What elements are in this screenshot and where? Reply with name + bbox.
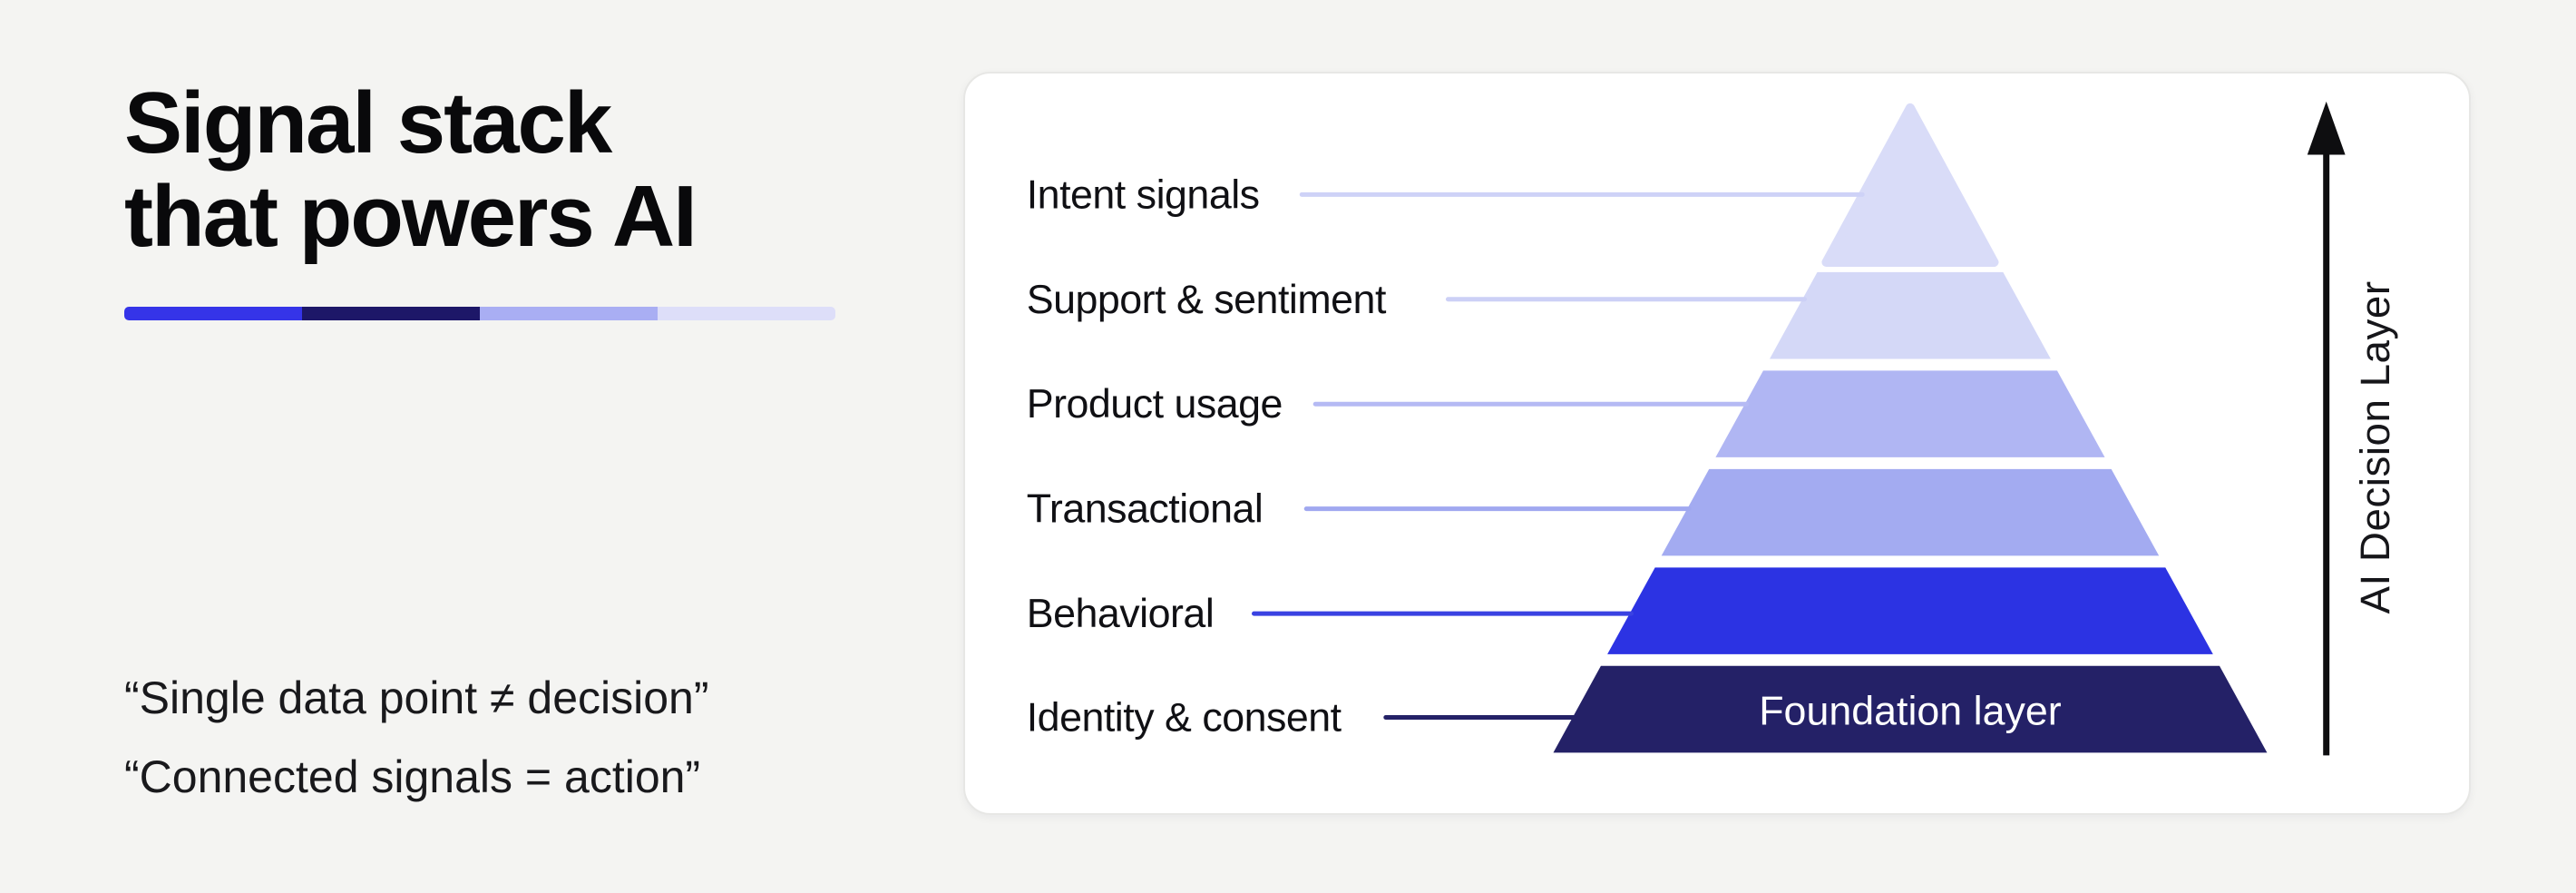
pyramid-diagram: Foundation layer Intent signals Support … — [1027, 101, 2398, 756]
accent-bar-svg — [124, 307, 835, 320]
quote-single-data-point: “Single data point ≠ decision” — [124, 672, 709, 723]
label-transactional: Transactional — [1027, 486, 1264, 532]
signal-stack-card: Foundation layer Intent signals Support … — [963, 72, 2471, 815]
pyramid-layer-identity — [1553, 665, 2268, 753]
label-product-usage: Product usage — [1027, 381, 1283, 427]
label-behavioral: Behavioral — [1027, 591, 1215, 636]
quotes-block: “Single data point ≠ decision” “Connecte… — [124, 659, 708, 817]
label-identity-consent: Identity & consent — [1027, 695, 1342, 741]
pyramid-layer-product — [1715, 370, 2105, 457]
accent-segment-4 — [658, 307, 835, 320]
pyramid-layer-transactional — [1661, 468, 2160, 556]
page-title-line1: Signal stack — [124, 74, 612, 172]
accent-segment-1 — [124, 307, 302, 320]
label-support-sentiment: Support & sentiment — [1027, 277, 1387, 322]
quote-connected-signals: “Connected signals = action” — [124, 751, 701, 802]
label-intent-signals: Intent signals — [1027, 172, 1260, 217]
page-title-line2: that powers AI — [124, 168, 698, 265]
accent-segment-2 — [302, 307, 480, 320]
axis-label-ai-decision-layer: AI Decision Layer — [2352, 280, 2398, 613]
arrow-up-icon — [2307, 101, 2346, 155]
pyramid-layer-behavioral — [1607, 567, 2213, 654]
pyramid-layer-support — [1770, 271, 2051, 359]
accent-bar — [124, 307, 835, 320]
accent-segment-3 — [480, 307, 658, 320]
pyramid-layer-intent — [1821, 103, 1999, 267]
foundation-layer-caption: Foundation layer — [1759, 689, 2062, 734]
page-title: Signal stack that powers AI — [124, 74, 698, 265]
